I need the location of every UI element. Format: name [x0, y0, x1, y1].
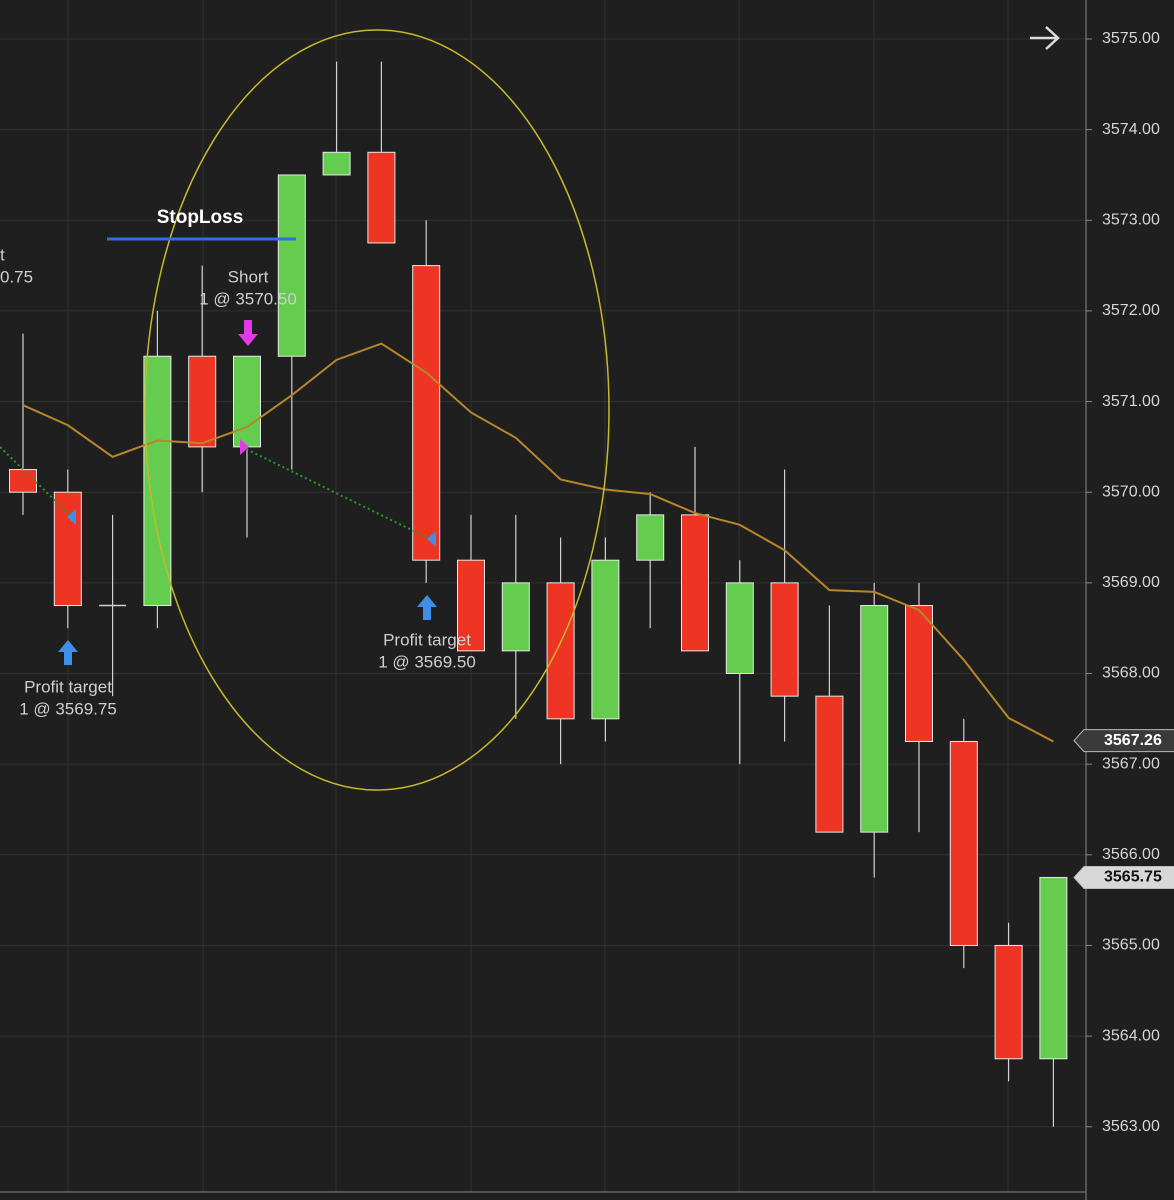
- candle-body: [233, 355, 261, 448]
- plot: [9, 61, 1068, 1127]
- candle-body: [815, 695, 844, 833]
- clipped-label: 0.75: [0, 267, 33, 286]
- candle-body: [905, 605, 933, 742]
- grid: [0, 38, 1086, 1128]
- y-tick-label: 3564.00: [1102, 1027, 1160, 1044]
- target-price-label: 1 @ 3569.50: [378, 652, 476, 671]
- exit-marker: [67, 509, 76, 525]
- y-tick-label: 3572.00: [1102, 302, 1160, 319]
- candle-body: [412, 265, 441, 561]
- candle-body: [860, 605, 889, 833]
- trade-line: [0, 446, 73, 518]
- candle-body: [457, 559, 485, 652]
- y-tick-label: 3569.00: [1102, 574, 1160, 591]
- candle-body: [1039, 876, 1068, 1060]
- stoploss-label: StopLoss: [157, 207, 244, 228]
- y-tick-label: 3575.00: [1102, 30, 1160, 47]
- candle-body: [770, 582, 799, 697]
- candle-body: [501, 582, 530, 652]
- y-tick-label: 3574.00: [1102, 121, 1160, 138]
- y-tick-label: 3570.00: [1102, 483, 1160, 500]
- candle-body: [322, 151, 351, 176]
- candle-body: [367, 151, 396, 244]
- candle-body: [188, 355, 217, 448]
- target-arrow: [58, 640, 78, 665]
- candle-body: [591, 559, 620, 720]
- candle-body: [9, 469, 37, 493]
- entry-marker: [240, 439, 249, 455]
- target-arrow: [417, 595, 437, 620]
- target-price-label: 1 @ 3569.75: [19, 699, 117, 718]
- y-tick-label: 3566.00: [1102, 846, 1160, 863]
- price-marker-label: 3567.26: [1104, 732, 1162, 749]
- scroll-right-icon[interactable]: [1030, 26, 1060, 50]
- candle-body: [53, 491, 82, 607]
- candle-body: [725, 582, 754, 675]
- price-marker: [1073, 865, 1174, 889]
- y-tick-label: 3565.00: [1102, 937, 1160, 954]
- price-marker: [1073, 729, 1174, 753]
- short-label: Short: [228, 267, 269, 286]
- y-axis: 3563.00 3564.00 3565.00 3566.00 3567.00 3568.…: [1073, 30, 1174, 1135]
- candle-body: [994, 944, 1023, 1060]
- y-tick-label: 3568.00: [1102, 665, 1160, 682]
- short-arrow: [238, 320, 258, 346]
- short-price-label: 1 @ 3570.50: [199, 289, 297, 308]
- candle-body: [546, 582, 575, 720]
- clipped-label: t: [0, 245, 5, 264]
- target-label: Profit target: [383, 630, 471, 649]
- price-marker-label: 3565.75: [1104, 869, 1162, 886]
- y-tick-label: 3563.00: [1102, 1118, 1160, 1135]
- y-tick-label: 3571.00: [1102, 393, 1160, 410]
- target-label: Profit target: [24, 677, 112, 696]
- candle-body: [949, 740, 978, 946]
- candle-body: [681, 514, 709, 652]
- drawings: StopLoss Short 1 @ 3570.50 Profit target…: [0, 26, 1060, 791]
- y-tick-label: 3567.00: [1102, 755, 1160, 772]
- y-tick-label: 3573.00: [1102, 211, 1160, 228]
- candle-body: [636, 514, 665, 561]
- ellipse-drawing: [144, 29, 610, 791]
- exit-marker: [427, 531, 436, 547]
- candle-body: [277, 174, 306, 357]
- moving-average-line: [22, 342, 1054, 743]
- candle-body: [143, 355, 172, 607]
